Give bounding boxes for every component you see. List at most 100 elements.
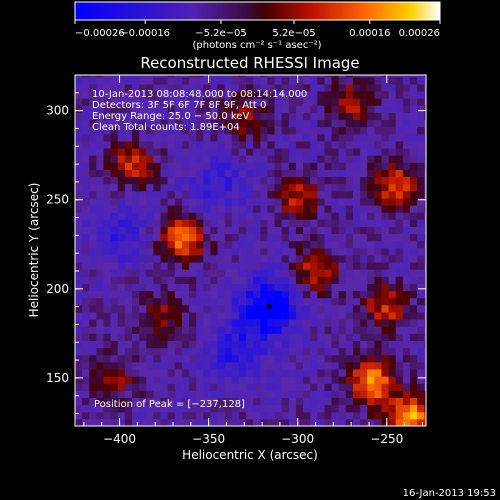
heatmap-cell	[253, 133, 261, 142]
heatmap-cell	[238, 347, 247, 356]
heatmap-cell	[310, 333, 318, 341]
heatmap-cell	[124, 162, 133, 170]
heatmap-cell	[210, 76, 219, 85]
heatmap-cell	[132, 83, 140, 92]
heatmap-cell	[310, 83, 318, 92]
heatmap-cell	[281, 91, 290, 99]
heatmap-cell	[89, 311, 97, 320]
heatmap-cell	[124, 376, 133, 384]
heatmap-cell	[196, 212, 204, 220]
heatmap-cell	[96, 155, 105, 163]
heatmap-cell	[246, 76, 254, 85]
heatmap-cell	[203, 326, 211, 334]
heatmap-cell	[89, 83, 97, 92]
heatmap-cell	[424, 148, 426, 156]
heatmap-cell	[331, 254, 340, 263]
heatmap-cell	[246, 197, 254, 206]
heatmap-cell	[409, 283, 418, 292]
heatmap-cell	[295, 361, 304, 370]
heatmap-cell	[117, 283, 126, 292]
heatmap-cell	[139, 311, 147, 320]
heatmap-cell	[139, 368, 147, 377]
heatmap-cell	[303, 326, 311, 334]
heatmap-cell	[117, 361, 126, 370]
heatmap-cell	[217, 148, 226, 156]
heatmap-cell	[238, 276, 247, 284]
heatmap-cell	[424, 254, 426, 263]
heatmap-cell	[395, 397, 404, 406]
heatmap-cell	[75, 411, 83, 420]
heatmap-cell	[303, 112, 311, 121]
heatmap-cell	[424, 126, 426, 135]
heatmap-cell	[103, 390, 112, 398]
heatmap-cell	[331, 368, 340, 377]
heatmap-cell	[409, 91, 418, 99]
heatmap-cell	[146, 98, 154, 106]
heatmap-cell	[317, 169, 325, 178]
heatmap-cell	[395, 376, 404, 384]
heatmap-cell	[288, 304, 297, 313]
heatmap-cell	[110, 148, 119, 156]
heatmap-cell	[288, 176, 297, 185]
heatmap-cell	[295, 212, 304, 220]
heatmap-cell	[274, 240, 283, 249]
heatmap-cell	[295, 247, 304, 256]
heatmap-cell	[132, 76, 140, 85]
heatmap-cell	[331, 183, 340, 192]
heatmap-cell	[189, 112, 197, 121]
heatmap-cell	[231, 319, 240, 327]
heatmap-cell	[181, 361, 190, 370]
heatmap-cell	[374, 254, 382, 263]
heatmap-cell	[153, 340, 162, 349]
heatmap-cell	[424, 176, 426, 185]
heatmap-cell	[146, 226, 154, 235]
heatmap-cell	[167, 75, 176, 78]
heatmap-cell	[274, 304, 283, 313]
heatmap-cell	[260, 233, 268, 242]
heatmap-cell	[310, 91, 318, 99]
heatmap-cell	[75, 176, 83, 185]
heatmap-cell	[231, 376, 240, 384]
heatmap-cell	[224, 190, 233, 199]
heatmap-cell	[267, 133, 276, 142]
heatmap-cell	[117, 205, 126, 213]
heatmap-cell	[132, 148, 140, 156]
heatmap-cell	[345, 119, 354, 128]
heatmap-cell	[388, 233, 397, 242]
heatmap-cell	[117, 254, 126, 263]
heatmap-cell	[395, 304, 404, 313]
heatmap-cell	[224, 297, 233, 306]
heatmap-cell	[367, 197, 375, 206]
heatmap-cell	[110, 155, 119, 163]
heatmap-cell	[238, 240, 247, 249]
heatmap-cell	[288, 162, 297, 170]
heatmap-cell	[267, 75, 276, 78]
heatmap-cell	[295, 333, 304, 341]
heatmap-cell	[210, 304, 219, 313]
heatmap-cell	[281, 105, 290, 113]
heatmap-cell	[402, 212, 411, 220]
heatmap-cell	[181, 326, 190, 334]
heatmap-cell	[310, 190, 318, 199]
heatmap-cell	[310, 347, 318, 356]
heatmap-cell	[224, 155, 233, 163]
heatmap-cell	[253, 354, 261, 363]
heatmap-cell	[352, 126, 361, 135]
heatmap-cell	[303, 98, 311, 106]
heatmap-cell	[174, 140, 183, 149]
heatmap-cell	[124, 126, 133, 135]
heatmap-cell	[352, 397, 361, 406]
heatmap-cell	[231, 326, 240, 334]
heatmap-cell	[310, 105, 318, 113]
heatmap-cell	[288, 190, 297, 199]
heatmap-cell	[224, 91, 233, 99]
heatmap-cell	[317, 75, 325, 78]
heatmap-cell	[402, 368, 411, 377]
heatmap-cell	[295, 304, 304, 313]
heatmap-cell	[103, 140, 112, 149]
heatmap-cell	[310, 311, 318, 320]
heatmap-cell	[310, 98, 318, 106]
heatmap-cell	[317, 148, 325, 156]
heatmap-cell	[246, 283, 254, 292]
heatmap-cell	[274, 140, 283, 149]
